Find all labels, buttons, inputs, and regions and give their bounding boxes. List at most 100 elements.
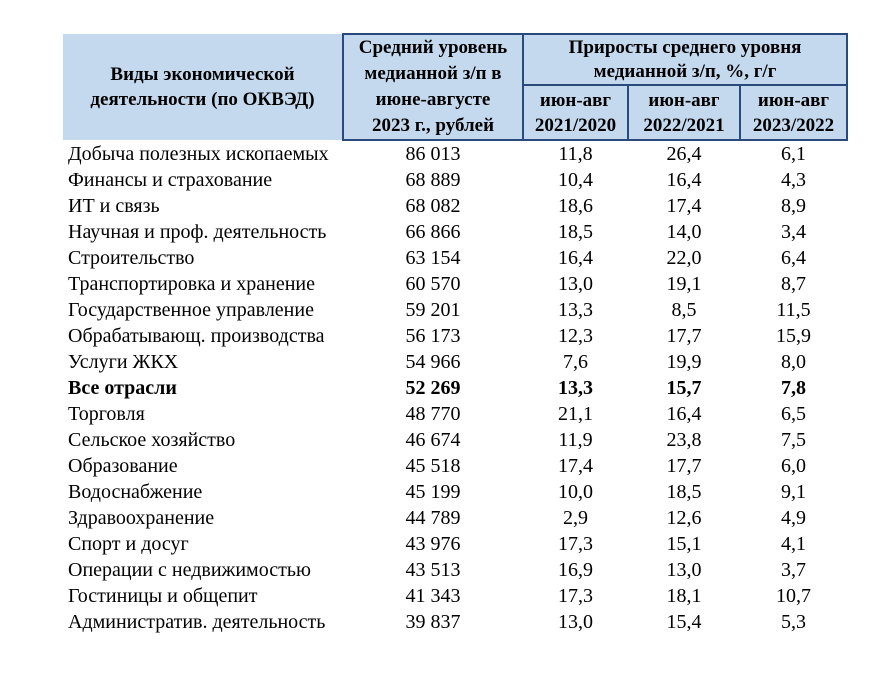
header-growth-sub-cell-2022-2021: июн-авг 2022/2021 xyxy=(627,84,741,141)
activity-cell: ИТ и связь xyxy=(68,195,160,217)
salary-cell: 68 889 xyxy=(405,169,461,191)
growth-2023-2022-cell: 7,8 xyxy=(781,377,806,399)
activity-cell: Все отрасли xyxy=(68,377,177,399)
table-row: Услуги ЖКХ 54 966 7,6 19,9 8,0 xyxy=(63,349,847,375)
activity-cell: Услуги ЖКХ xyxy=(68,351,179,373)
table-row: ИТ и связь 68 082 18,6 17,4 8,9 xyxy=(63,193,847,219)
table-row: Строительство 63 154 16,4 22,0 6,4 xyxy=(63,245,847,271)
table-row: Торговля 48 770 21,1 16,4 6,5 xyxy=(63,401,847,427)
growth-2023-2022-cell: 7,5 xyxy=(781,429,806,451)
growth-2022-2021-cell: 15,1 xyxy=(666,533,702,555)
salary-cell: 45 518 xyxy=(405,455,461,477)
salary-cell: 60 570 xyxy=(405,273,461,295)
growth-2022-2021-cell: 8,5 xyxy=(671,299,697,321)
table-row: Добыча полезных ископаемых 86 013 11,8 26,4… xyxy=(63,140,847,167)
growth-2022-2021-cell: 16,4 xyxy=(666,403,702,425)
growth-2021-2020-cell: 11,8 xyxy=(558,143,593,165)
salary-cell: 43 513 xyxy=(405,559,461,581)
header-salary-cell: Средний уровень медианной з/п в июне-авг… xyxy=(342,33,524,141)
table-row: Гостиницы и общепит 41 343 17,3 18,1 10,7 xyxy=(63,583,847,609)
growth-2022-2021-cell: 19,9 xyxy=(666,351,702,373)
growth-2021-2020-cell: 10,0 xyxy=(558,481,593,503)
table-row: Образование 45 518 17,4 17,7 6,0 xyxy=(63,453,847,479)
salary-table: Виды экономической деятельности (по ОКВЭ… xyxy=(63,32,849,635)
table-row: Здравоохранение 44 789 2,9 12,6 4,9 xyxy=(63,505,847,531)
table-row: Водоснабжение 45 199 10,0 18,5 9,1 xyxy=(63,479,847,505)
activity-cell: Образование xyxy=(68,455,178,477)
salary-cell: 59 201 xyxy=(405,299,461,321)
salary-cell: 54 966 xyxy=(405,351,461,373)
growth-2023-2022-cell: 3,7 xyxy=(781,559,806,581)
salary-cell: 44 789 xyxy=(405,507,461,529)
table-row: Финансы и страхование 68 889 10,4 16,4 4,3 xyxy=(63,167,847,193)
growth-2021-2020-cell: 21,1 xyxy=(558,403,593,425)
header-growth-sub-cell-2023-2022: июн-авг 2023/2022 xyxy=(738,84,849,141)
salary-cell: 52 269 xyxy=(405,377,461,399)
salary-cell: 39 837 xyxy=(405,611,461,633)
growth-2021-2020-cell: 13,0 xyxy=(558,273,593,295)
header-growth-group-label: Приросты среднего уровня медианной з/п, … xyxy=(568,36,802,82)
table-row: Транспортировка и хранение 60 570 13,0 19,1… xyxy=(63,271,847,297)
activity-cell: Финансы и страхование xyxy=(68,169,273,191)
growth-2023-2022-cell: 5,3 xyxy=(781,611,806,633)
salary-cell: 63 154 xyxy=(405,247,461,269)
table-row: Научная и проф. деятельность 66 866 18,5 14… xyxy=(63,219,847,245)
growth-2023-2022-cell: 4,1 xyxy=(781,533,806,555)
growth-2022-2021-cell: 14,0 xyxy=(666,221,702,243)
growth-2023-2022-cell: 6,4 xyxy=(781,247,806,269)
growth-2023-2022-cell: 3,4 xyxy=(781,221,806,243)
growth-2023-2022-cell: 8,9 xyxy=(781,195,806,217)
activity-cell: Гостиницы и общепит xyxy=(68,585,258,607)
growth-2023-2022-cell: 6,0 xyxy=(781,455,806,477)
table-row: Обрабатывающ. производства 56 173 12,3 17,7… xyxy=(63,323,847,349)
growth-2023-2022-cell: 4,9 xyxy=(781,507,806,529)
table-row: Операции с недвижимостью 43 513 16,9 13,0 3,… xyxy=(63,557,847,583)
table-row: Административ. деятельность 39 837 13,0 15,… xyxy=(63,609,847,635)
activity-cell: Водоснабжение xyxy=(68,481,203,503)
salary-cell: 66 866 xyxy=(405,221,461,243)
growth-2023-2022-cell: 8,7 xyxy=(781,273,806,295)
growth-2021-2020-cell: 11,9 xyxy=(558,429,593,451)
growth-2022-2021-cell: 26,4 xyxy=(666,143,702,165)
activity-cell: Операции с недвижимостью xyxy=(68,559,311,581)
growth-2021-2020-cell: 18,6 xyxy=(558,195,593,217)
growth-2022-2021-cell: 12,6 xyxy=(666,507,702,529)
growth-2022-2021-cell: 18,5 xyxy=(666,481,702,503)
salary-cell: 86 013 xyxy=(405,143,461,165)
table-body: Добыча полезных ископаемых 86 013 11,8 26,4… xyxy=(63,140,847,635)
header-growth-sub-cell-2021-2020: июн-авг 2021/2020 xyxy=(522,84,629,141)
growth-2022-2021-cell: 19,1 xyxy=(666,273,702,295)
growth-2021-2020-cell: 10,4 xyxy=(558,169,593,191)
growth-2023-2022-cell: 11,5 xyxy=(776,299,811,321)
growth-2022-2021-cell: 17,7 xyxy=(666,455,702,477)
growth-2021-2020-cell: 2,9 xyxy=(563,507,588,529)
salary-cell: 46 674 xyxy=(405,429,461,451)
growth-2022-2021-cell: 23,8 xyxy=(666,429,702,451)
header-salary-label: Средний уровень медианной з/п в июне-авг… xyxy=(358,37,508,136)
growth-2021-2020-cell: 12,3 xyxy=(558,325,593,347)
salary-cell: 45 199 xyxy=(405,481,461,503)
growth-2023-2022-cell: 4,3 xyxy=(781,169,806,191)
growth-2021-2020-cell: 16,4 xyxy=(558,247,593,269)
growth-2023-2022-cell: 6,1 xyxy=(781,143,806,165)
growth-2022-2021-cell: 15,4 xyxy=(666,611,702,633)
growth-2022-2021-cell: 16,4 xyxy=(666,169,702,191)
table-row: Все отрасли 52 269 13,3 15,7 7,8 xyxy=(63,375,847,401)
growth-2021-2020-cell: 13,3 xyxy=(558,377,593,399)
growth-2021-2020-cell: 17,3 xyxy=(558,533,593,555)
growth-2021-2020-cell: 17,3 xyxy=(558,585,593,607)
growth-2022-2021-cell: 17,4 xyxy=(666,195,702,217)
salary-cell: 41 343 xyxy=(405,585,461,607)
salary-cell: 56 173 xyxy=(405,325,461,347)
growth-2021-2020-cell: 17,4 xyxy=(558,455,593,477)
table-header: Виды экономической деятельности (по ОКВЭ… xyxy=(63,32,849,141)
growth-2023-2022-cell: 15,9 xyxy=(776,325,811,347)
growth-2022-2021-cell: 15,7 xyxy=(666,377,702,399)
growth-2021-2020-cell: 18,5 xyxy=(558,221,593,243)
table-row: Спорт и досуг 43 976 17,3 15,1 4,1 xyxy=(63,531,847,557)
growth-2021-2020-cell: 13,3 xyxy=(558,299,593,321)
growth-2021-2020-cell: 16,9 xyxy=(558,559,593,581)
table-row: Государственное управление 59 201 13,3 8,5 1… xyxy=(63,297,847,323)
salary-cell: 68 082 xyxy=(405,195,461,217)
header-growth-group-cell: Приросты среднего уровня медианной з/п, … xyxy=(521,32,849,87)
